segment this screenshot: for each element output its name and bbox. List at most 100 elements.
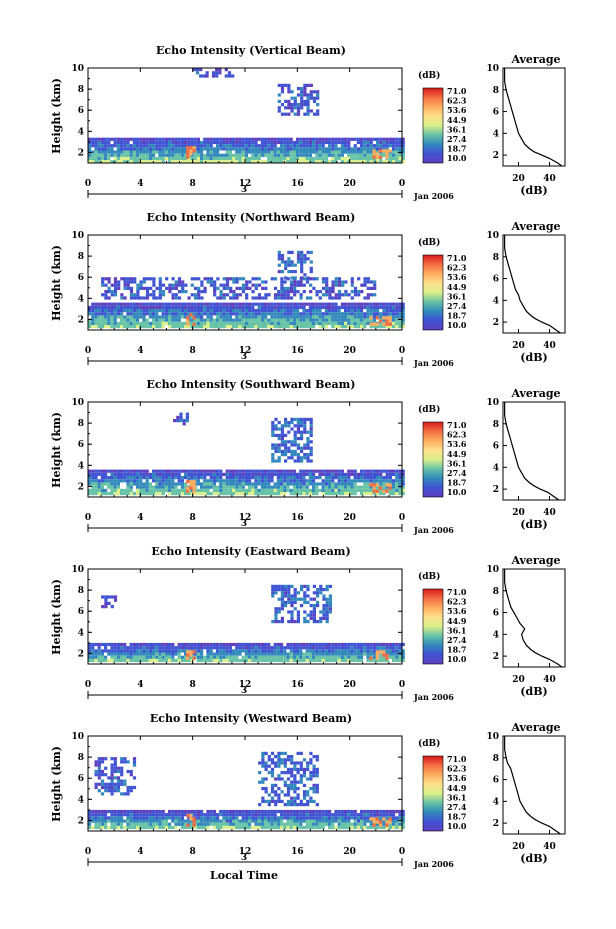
echo-cell [312,137,316,141]
echo-cell [280,90,285,94]
echo-cell [274,417,278,421]
echo-cell [88,472,92,476]
echo-cell [174,137,178,141]
echo-cell [292,144,296,148]
echo-cell [222,809,226,814]
echo-cell [155,642,159,647]
echo-cell [257,819,261,823]
echo-cell [120,822,124,826]
echo-cell [244,312,248,316]
echo-cell [277,755,281,759]
echo-cell [254,472,258,476]
echo-cell [315,476,319,480]
echo-cell [145,476,149,480]
echo-cell [350,296,354,300]
echo-cell [238,293,242,297]
echo-cell [372,472,376,476]
echo-cell [251,469,255,473]
echo-cell [309,277,313,281]
echo-cell [347,140,351,145]
echo-cell [161,819,165,823]
echo-cell [155,482,159,486]
echo-cell [273,156,277,161]
echo-cell [392,482,396,486]
echo-cell [180,153,184,157]
echo-cell [257,293,262,297]
echo-cell [331,290,335,294]
echo-cell [290,421,294,425]
echo-cell [277,449,281,453]
echo-cell [182,422,186,426]
echo-cell [319,588,323,592]
echo-cell [129,482,133,486]
echo-cell [350,479,354,483]
echo-cell [337,816,341,820]
x-tick-label: 16 [291,179,304,189]
echo-cell [308,816,312,820]
echo-cell [110,472,114,476]
echo-cell [382,492,386,496]
echo-cell [350,488,354,492]
echo-cell [283,652,287,656]
echo-cell [235,156,239,161]
echo-cell [260,819,264,823]
echo-cell [161,153,165,157]
echo-cell [142,137,146,141]
echo-cell [123,642,127,647]
echo-cell [331,642,335,647]
echo-cell [401,492,405,496]
echo-cell [350,816,354,820]
echo-cell [306,459,310,463]
echo-cell [232,160,236,164]
echo-cell [312,147,316,151]
echo-cell [145,144,149,148]
echo-cell [232,816,236,820]
echo-cell [216,488,220,492]
echo-cell [148,482,152,486]
echo-cell [375,155,379,159]
echo-cell [366,286,370,290]
echo-cell [225,655,229,659]
echo-cell [116,315,120,319]
echo-cell [139,642,143,647]
echo-cell [187,137,191,141]
echo-cell [224,74,228,78]
echo-cell [321,305,325,309]
echo-cell [334,156,338,161]
echo-cell [276,479,280,483]
echo-cell [104,144,108,148]
echo-cell [225,472,229,476]
echo-cell [277,421,281,425]
echo-cell [334,283,338,287]
echo-cell [186,322,190,326]
echo-cell [200,649,204,653]
echo-cell [283,761,287,765]
echo-cell [225,822,229,826]
echo-cell [219,147,223,151]
echo-cell [270,822,274,826]
echo-cell [290,799,294,803]
echo-cell [292,809,296,814]
echo-cell [308,488,312,492]
echo-cell [385,649,389,653]
echo-cell [88,325,92,329]
echo-cell [110,782,114,786]
echo-cell [136,816,140,820]
echo-cell [260,147,264,151]
echo-cell [209,147,213,151]
echo-cell [315,147,319,151]
echo-cell [248,315,252,319]
echo-cell [328,482,332,486]
echo-cell [120,792,124,796]
echo-cell [324,472,328,476]
echo-cell [174,147,178,151]
echo-cell [152,283,156,287]
echo-cell [244,479,248,483]
echo-cell [168,305,172,309]
echo-cell [284,276,288,280]
echo-cell [185,419,189,423]
echo-cell [219,482,223,486]
echo-cell [241,809,245,814]
echo-cell [216,144,220,148]
echo-cell [145,137,149,141]
